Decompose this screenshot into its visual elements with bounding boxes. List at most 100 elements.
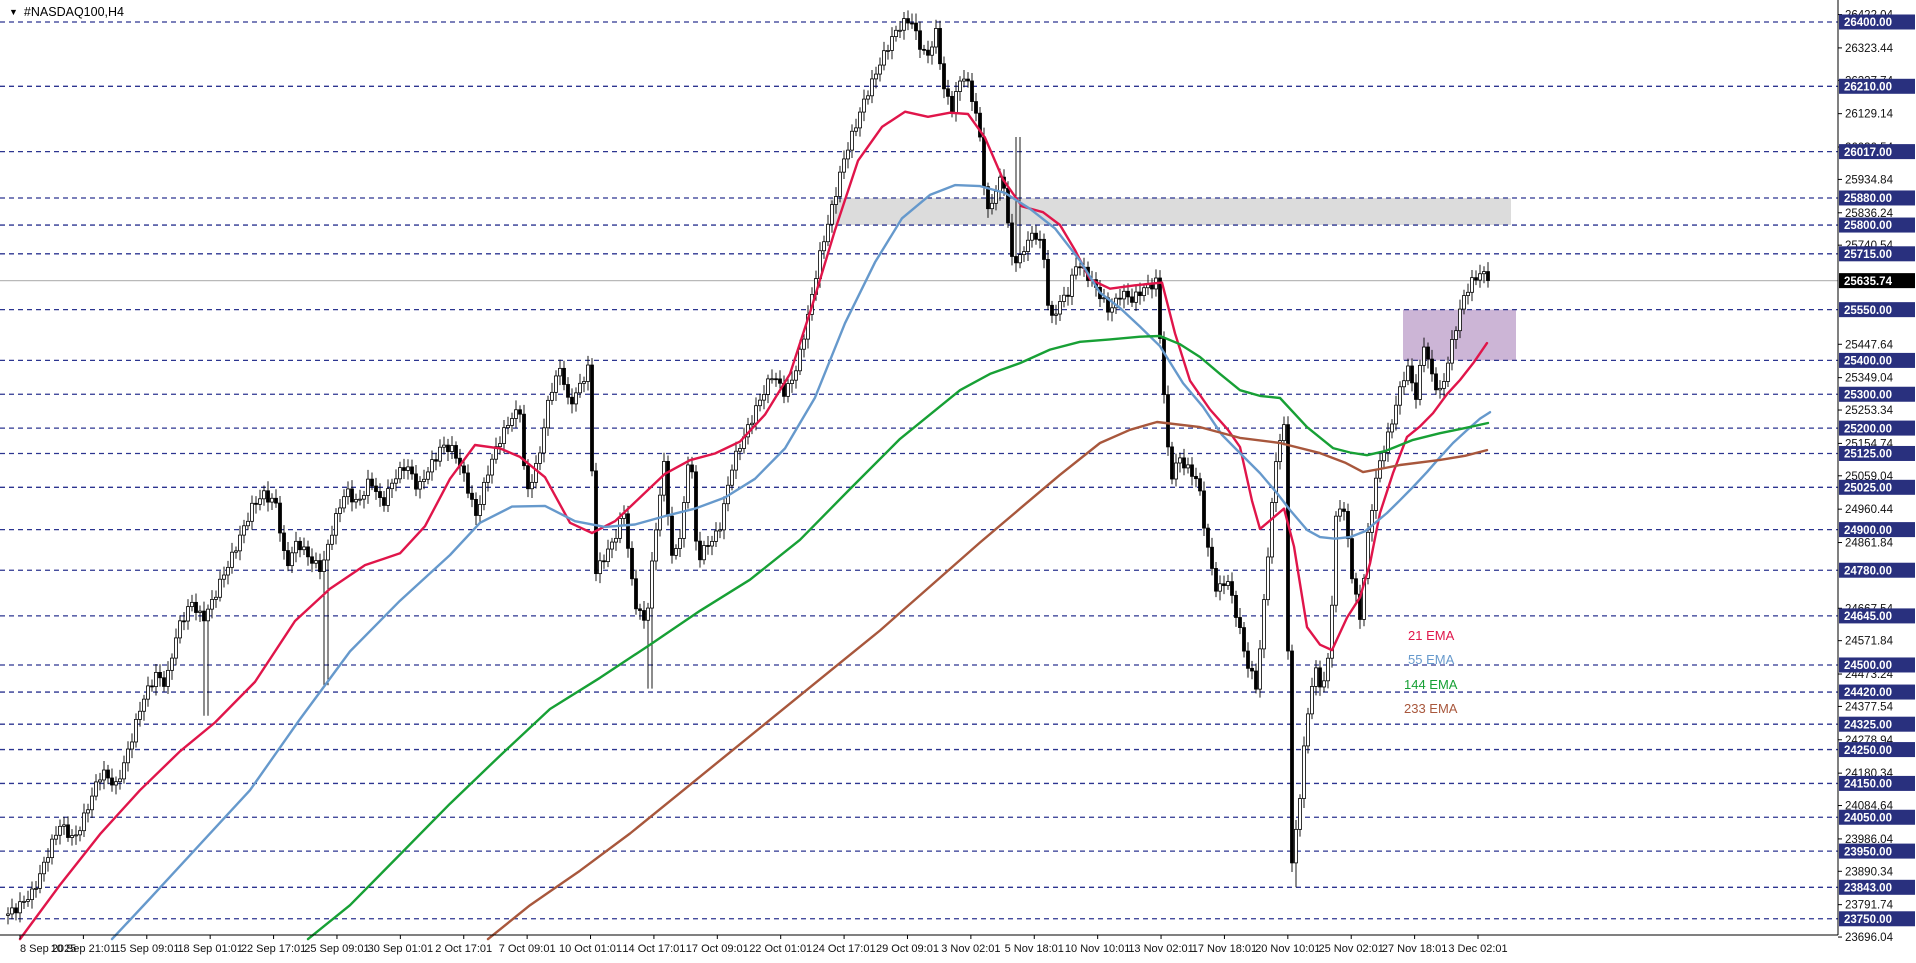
candle-body xyxy=(826,223,830,243)
time-tick-label: 24 Oct 17:01 xyxy=(813,943,876,955)
candle-body xyxy=(978,112,982,138)
candle-body xyxy=(714,530,718,542)
candle-body xyxy=(406,466,410,471)
candle-body xyxy=(718,529,722,532)
candle-body xyxy=(182,620,186,623)
time-tick-label: 25 Sep 09:01 xyxy=(304,943,369,955)
price-level-badge-text: 26017.00 xyxy=(1844,147,1892,159)
price-level-badge-text: 24250.00 xyxy=(1844,745,1892,757)
candle-body xyxy=(586,364,590,382)
candle-body xyxy=(1014,256,1018,264)
candle-body xyxy=(138,710,142,720)
price-level-badge-text: 25635.74 xyxy=(1844,276,1893,288)
candle-body xyxy=(1398,386,1402,406)
price-level-badge xyxy=(1839,843,1915,859)
candle-body xyxy=(630,547,634,580)
candle-body xyxy=(394,478,398,484)
time-tick-label: 30 Sep 01:01 xyxy=(368,943,433,955)
candle-body xyxy=(334,513,338,536)
candle-body xyxy=(1230,581,1234,596)
ema-144-line[interactable] xyxy=(306,334,1490,941)
candle-body xyxy=(390,482,394,490)
candle-body xyxy=(554,375,558,393)
price-tick-label: 25253.34 xyxy=(1845,405,1894,417)
candle-body xyxy=(858,111,862,129)
supply-zone-gray[interactable] xyxy=(830,197,1511,226)
candle-body xyxy=(1466,291,1470,296)
candle-body xyxy=(770,378,774,381)
price-level-badge-text: 25025.00 xyxy=(1844,483,1892,495)
candle-body xyxy=(14,907,18,914)
price-level-badge xyxy=(1839,144,1915,160)
price-level-badge xyxy=(1839,608,1915,624)
candle-body xyxy=(426,471,430,480)
candle-body xyxy=(1250,667,1254,672)
candle-body xyxy=(1182,457,1186,469)
candle-body xyxy=(214,596,218,600)
candle-body xyxy=(278,502,282,534)
candle-body xyxy=(902,18,906,31)
candle-body xyxy=(462,465,466,474)
time-tick-label: 7 Oct 09:01 xyxy=(499,943,556,955)
level-lines-layer[interactable] xyxy=(0,21,1838,920)
candle-body xyxy=(1478,273,1482,281)
candle-body xyxy=(666,461,670,517)
candle-body xyxy=(834,196,838,205)
candle-body xyxy=(1254,670,1258,690)
candle-body xyxy=(1194,475,1198,480)
candle-body xyxy=(506,425,510,429)
price-level-badge-text: 26400.00 xyxy=(1844,17,1892,29)
candle-body xyxy=(1374,477,1378,511)
candle-body xyxy=(950,95,954,114)
candle-body xyxy=(1462,295,1466,310)
candle-body xyxy=(758,399,762,407)
candle-body xyxy=(1390,423,1394,433)
price-level-badge-text: 24420.00 xyxy=(1844,687,1892,699)
candle-body xyxy=(1126,290,1130,298)
candle-body xyxy=(342,496,346,509)
candle-body xyxy=(634,578,638,610)
price-tick-label: 23696.04 xyxy=(1845,932,1894,944)
candle-body xyxy=(266,490,270,503)
candle-body xyxy=(654,529,658,562)
time-tick-label: 17 Oct 09:01 xyxy=(686,943,749,955)
price-tick-label: 23890.34 xyxy=(1845,866,1894,878)
candle-body xyxy=(42,861,46,875)
candle-body xyxy=(514,409,518,419)
ema-233-line[interactable] xyxy=(486,420,1489,941)
time-tick-label: 29 Oct 09:01 xyxy=(876,943,939,955)
symbol-dropdown-icon[interactable]: ▼ xyxy=(9,6,18,17)
price-level-badge xyxy=(1839,911,1915,927)
candle-body xyxy=(286,550,290,567)
candle-body xyxy=(582,381,586,384)
candle-body xyxy=(690,464,694,473)
candle-body xyxy=(710,540,714,547)
candle-body xyxy=(1130,296,1134,303)
ema-legend-21-ema: 21 EMA xyxy=(1408,628,1455,643)
candle-body xyxy=(882,50,886,66)
candle-body xyxy=(526,465,530,490)
candle-body xyxy=(1430,358,1434,375)
candle-body xyxy=(1346,511,1350,540)
price-level-badge xyxy=(1839,386,1915,402)
price-level-badge xyxy=(1839,445,1915,461)
candle-body xyxy=(50,838,54,859)
candle-body xyxy=(454,445,458,459)
price-level-badge xyxy=(1839,809,1915,825)
time-tick-label: 18 Sep 01:01 xyxy=(177,943,242,955)
candle-body xyxy=(486,474,490,483)
candle-body xyxy=(658,494,662,531)
candle-body xyxy=(606,548,610,563)
candle-body xyxy=(66,824,70,838)
candle-body xyxy=(1298,798,1302,830)
ema-55-line[interactable] xyxy=(110,183,1492,941)
candle-body xyxy=(838,171,842,197)
ema-21-line[interactable] xyxy=(18,110,1489,941)
price-level-badge-text: 24500.00 xyxy=(1844,660,1892,672)
candle-body xyxy=(498,443,502,448)
axes-layer xyxy=(0,0,1839,936)
